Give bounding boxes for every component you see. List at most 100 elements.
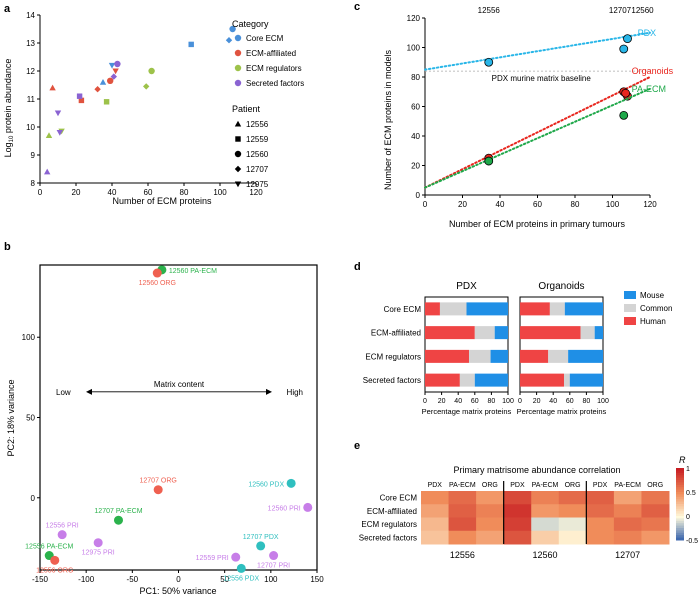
panel-b-xtick-label: 100	[264, 575, 278, 584]
panel-d-category-label: Core ECM	[384, 305, 422, 314]
panel-d-xtick-label: 60	[471, 398, 479, 405]
panel-a-ylabel-log: Log	[3, 142, 13, 157]
pca-point-label: 12560 PRI	[268, 505, 301, 512]
heatmap-cell	[641, 517, 670, 532]
colorbar-segment	[676, 477, 684, 481]
stacked-bar-segment	[548, 349, 569, 363]
pca-point-label: 12707 PRI	[257, 563, 290, 570]
panel-c-xtick-label: 0	[423, 200, 428, 209]
heatmap-cell	[613, 504, 642, 518]
heatmap-cell	[641, 504, 670, 518]
panel-d-xtick-label: 100	[502, 398, 514, 405]
legend-swatch	[624, 291, 636, 299]
legend-category-swatch	[234, 49, 242, 57]
stacked-bar-segment	[425, 302, 440, 316]
stacked-bar-segment	[564, 302, 603, 316]
heatmap-cell	[476, 491, 505, 505]
panel-c: 0 20 40 60 80 100 120 0 20 40 60 80 100 120 12556 12707…	[383, 6, 674, 229]
heatmap-cell	[448, 517, 477, 532]
panel-c-xtick-label: 100	[606, 200, 620, 209]
legend-patient-marker	[234, 150, 242, 158]
heatmap-cell	[586, 491, 615, 505]
pca-point-label: 12556 PA-ECM	[25, 544, 73, 551]
series-point	[621, 88, 631, 98]
heatmap-cell	[476, 530, 505, 545]
panel-c-ytick-label: 100	[407, 44, 421, 53]
panel-a-xtick-label: 100	[213, 188, 227, 197]
heatmap-cell	[448, 491, 477, 505]
panel-a-axes: 0 20 40 60 80 100 120 8 9 10 11 12 13 14	[26, 11, 263, 197]
panel-a-point	[99, 79, 107, 85]
series-point	[623, 34, 632, 44]
panel-a-ytick-label: 8	[31, 179, 36, 188]
colorbar-segment	[676, 496, 684, 500]
heatmap-cell	[448, 504, 477, 518]
series-point	[619, 110, 629, 120]
panel-c-ylabel: Number of ECM proteins in models	[383, 49, 393, 190]
stacked-bar-segment	[580, 326, 595, 340]
stacked-bar-segment	[459, 373, 475, 387]
panel-c-xtick-label: 40	[496, 200, 505, 209]
panel-a-point	[54, 110, 62, 117]
annotation-title: Matrix content	[154, 380, 205, 389]
panel-a-point	[103, 99, 110, 105]
panel-b-points: 12560 PA-ECM 12560 ORG 12707 ORG 12707 PA-E…	[25, 265, 313, 582]
heatmap-cell	[531, 530, 560, 545]
panel-a-point	[56, 130, 63, 136]
panel-a-point	[148, 67, 155, 75]
heatmap-cell	[641, 491, 670, 505]
legend-patient-title: Patient	[232, 104, 261, 114]
panel-c-patient-label: 12560	[631, 6, 654, 15]
panel-d-xtick-label: 100	[597, 398, 609, 405]
panel-a-point	[229, 25, 236, 33]
colorbar-segment	[676, 487, 684, 491]
panel-c-axes: 0 20 40 60 80 100 120 0 20 40 60 80 100 120 12556 12707…	[407, 6, 658, 209]
panel-c-ytick-label: 0	[416, 191, 421, 200]
panel-label-c: c	[354, 1, 360, 13]
colorbar-segment	[676, 537, 684, 541]
colorbar-segment	[676, 501, 684, 505]
colorbar-segment	[676, 472, 684, 476]
legend-category-swatch	[234, 34, 242, 42]
heatmap-cell	[586, 517, 615, 532]
legend-patient-marker	[234, 165, 242, 173]
colorbar-tick-label: 0	[686, 514, 690, 521]
heatmap-row-label: Core ECM	[380, 494, 418, 503]
heatmap-cell	[641, 530, 670, 545]
panel-a-ylabel-rest: protein abundance	[3, 59, 13, 136]
panel-a-point	[114, 60, 121, 68]
colorbar-segment	[676, 535, 684, 539]
series-label: PDX	[638, 28, 657, 38]
panel-b-ytick-label: 100	[22, 333, 36, 342]
legend-category-swatch	[234, 79, 242, 87]
pca-point	[152, 268, 162, 278]
pca-point-label: 12560 PDX	[248, 481, 284, 488]
panel-a-legend: Core ECM ECM-affiliated ECM regulators Secr…	[234, 34, 304, 189]
pca-point-label: 12556 PRI	[46, 523, 79, 530]
annotation-low: Low	[56, 388, 71, 397]
pca-point	[50, 555, 60, 565]
series-label: PA-ECM	[632, 84, 666, 94]
colorbar-segment	[676, 489, 684, 493]
panel-e-heatmap: Core ECM ECM-affiliated ECM regulators Secr…	[359, 481, 670, 560]
stacked-bar-segment	[569, 373, 603, 387]
heatmap-column-label: PA-ECM	[614, 482, 641, 489]
colorbar-segment	[676, 475, 684, 479]
colorbar-tick-label: 1	[686, 466, 690, 473]
panel-b-xtick-label: -150	[32, 575, 49, 584]
panel-a-point	[45, 132, 53, 138]
colorbar-segment	[676, 516, 684, 519]
panel-e-title: Primary matrisome abundance correlation	[453, 465, 620, 475]
legend-category-label: ECM regulators	[246, 64, 302, 73]
panel-d-xtick-label: 40	[549, 398, 557, 405]
panel-d-xtick-label: 20	[438, 398, 446, 405]
panel-label-e: e	[354, 440, 360, 452]
panel-a-point	[108, 62, 116, 69]
colorbar-segment	[676, 482, 684, 486]
stacked-bar-segment	[520, 326, 581, 340]
panel-a-xtick-label: 60	[144, 188, 153, 197]
heatmap-cell	[421, 530, 450, 545]
trend-line	[424, 87, 651, 189]
pca-point	[93, 538, 103, 548]
heatmap-cell	[531, 517, 560, 532]
